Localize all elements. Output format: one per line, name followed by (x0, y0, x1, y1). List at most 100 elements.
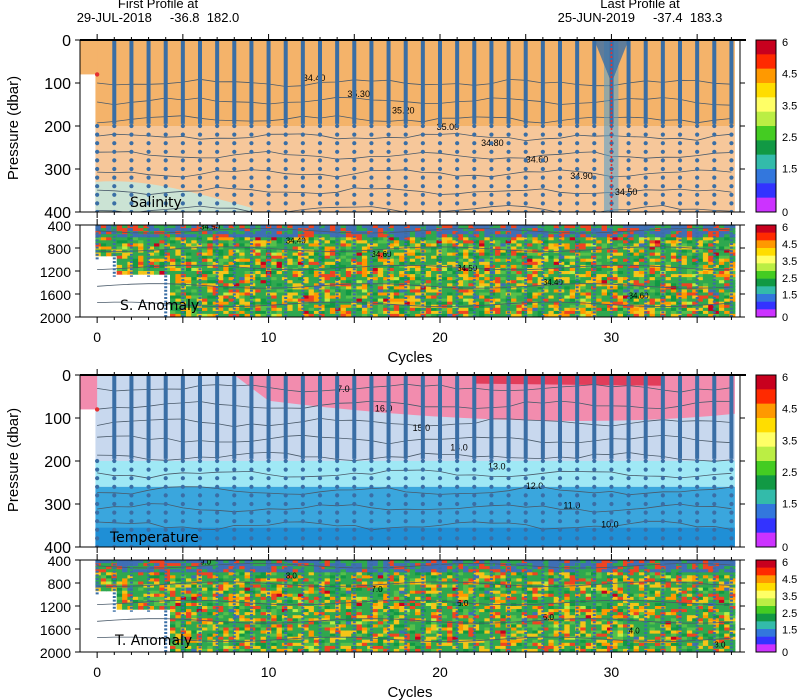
salinity-anomaly-cell (345, 255, 352, 260)
salinity-anomaly-cell (649, 264, 656, 269)
salinity-anomaly-cell (329, 267, 336, 272)
temperature-anomaly-cell (111, 575, 118, 579)
temperature-anomaly-cell (143, 606, 150, 610)
temperature-contour-line (97, 400, 732, 410)
profile-sample-point (660, 519, 665, 524)
salinity-anomaly-cell (170, 274, 176, 278)
salinity-anomaly-cell (367, 283, 374, 287)
salinity-anomaly-cell (228, 283, 235, 287)
first-profile-label: First Profile at (118, 0, 199, 11)
salinity-anomaly-cell (393, 249, 400, 254)
salinity-anomaly-cell (548, 271, 555, 275)
temperature-anomaly-cell (207, 609, 214, 613)
profile-sample-point (163, 519, 168, 524)
salinity-anomaly-cell (441, 237, 448, 241)
temperature-anomaly-cell (132, 590, 139, 595)
salinity-anomaly-cell (122, 240, 128, 244)
salinity-anomaly-cell (234, 310, 240, 315)
salinity-anomaly-cell (559, 295, 565, 300)
salinity-anomaly-cell (170, 231, 176, 235)
salinity-anomaly-cell (441, 313, 448, 317)
salinity-anomaly-cell (372, 240, 379, 244)
salinity-anomaly-cell (654, 274, 661, 278)
temperature-anomaly-cell (143, 563, 150, 567)
salinity-anomaly-cell (287, 277, 294, 281)
salinity-anomaly-cell (324, 240, 331, 244)
salinity-anomaly-cell (511, 246, 517, 251)
profile-sample-point (215, 493, 220, 498)
profile-sample-point (283, 175, 288, 180)
profile-sample-point (403, 192, 408, 197)
salinity-anomaly-cell (660, 298, 667, 303)
temperature-anomaly-cell (228, 566, 235, 570)
salinity-anomaly-cell (585, 289, 592, 294)
profile-sample-point (283, 201, 288, 206)
salinity-anomaly-cell (596, 277, 603, 281)
temperature-anomaly-cell (106, 569, 112, 573)
salinity-anomaly-cell (670, 231, 677, 235)
salinity-anomaly-cell (122, 237, 128, 241)
salinity-anomaly-cell (276, 246, 283, 251)
salinity-anomaly-cell (297, 283, 304, 287)
salinity-anomaly-cell (281, 261, 288, 266)
profile-sample-point (163, 175, 168, 180)
salinity-anomaly-cell (441, 277, 448, 281)
salinity-anomaly-cell (521, 301, 528, 306)
salinity-anomaly-cell (553, 237, 560, 241)
salinity-anomaly-cell (681, 234, 688, 238)
profile-sample-point (626, 192, 631, 197)
salinity-anomaly-cell (713, 277, 720, 281)
temperature-anomaly-cell (207, 560, 214, 564)
salinity-anomaly-cell (537, 304, 544, 309)
salinity-anomaly-cell (638, 231, 645, 235)
temperature-anomaly-cell (218, 566, 224, 570)
salinity-anomaly-cell (473, 237, 480, 241)
salinity-anomaly-cell (196, 298, 203, 303)
salinity-anomaly-cell (340, 264, 347, 269)
salinity-anomaly-cell (415, 255, 421, 260)
salinity-anomaly-cell (484, 252, 491, 257)
salinity-anomaly-cell (202, 298, 208, 303)
temperature-anomaly-cell (175, 642, 182, 647)
profile-sample-point (129, 484, 134, 489)
temperature-anomaly-cell (143, 587, 150, 592)
salinity-anomaly-cell (340, 298, 347, 303)
temperature-anomaly-cell (223, 609, 230, 613)
salinity-anomaly-cell (548, 295, 555, 300)
salinity-anomaly-cell (654, 283, 661, 287)
salinity-anomaly-cell (500, 283, 507, 287)
temperature-anomaly-cell (191, 572, 198, 576)
salinity-anomaly-cell (484, 277, 491, 281)
salinity-anomaly-cell (479, 249, 485, 254)
salinity-anomaly-cell (425, 231, 432, 235)
profile-sample-point (729, 501, 734, 507)
salinity-anomaly-cell (271, 234, 278, 238)
salinity-anomaly-cell (607, 240, 613, 244)
salinity-anomaly-cell (383, 243, 390, 248)
profile-sample-point (489, 123, 494, 129)
salinity-anomaly-cell (345, 240, 352, 244)
salinity-anomaly-cell (553, 246, 560, 251)
salinity-anomaly-cell (207, 292, 214, 297)
profile-sample-point (163, 493, 168, 498)
profile-sample-point (317, 166, 323, 172)
profile-sample-point (557, 209, 563, 212)
salinity-anomaly-cell (500, 310, 507, 315)
temperature-anomaly-cell (218, 618, 224, 622)
profile-sample-point (729, 184, 734, 189)
temperature-anomaly-cell (191, 602, 198, 607)
salinity-anomaly-cell (612, 255, 619, 260)
salinity-anomaly-cell (313, 231, 320, 235)
salinity-anomaly-cell (729, 237, 736, 241)
salinity-anomaly-cell (415, 243, 421, 248)
salinity-anomaly-cell (543, 289, 549, 294)
salinity-anomaly-cell (399, 243, 406, 248)
salinity-anomaly-cell (372, 295, 379, 300)
salinity-anomaly-cell (313, 304, 320, 309)
salinity-anomaly-cell (287, 258, 294, 263)
salinity-anomaly-cell (724, 240, 731, 244)
salinity-anomaly-cell (196, 301, 203, 306)
salinity-anomaly-cell (340, 286, 347, 290)
salinity-anomaly-cell (601, 283, 608, 287)
profile-sample-point (455, 493, 460, 498)
